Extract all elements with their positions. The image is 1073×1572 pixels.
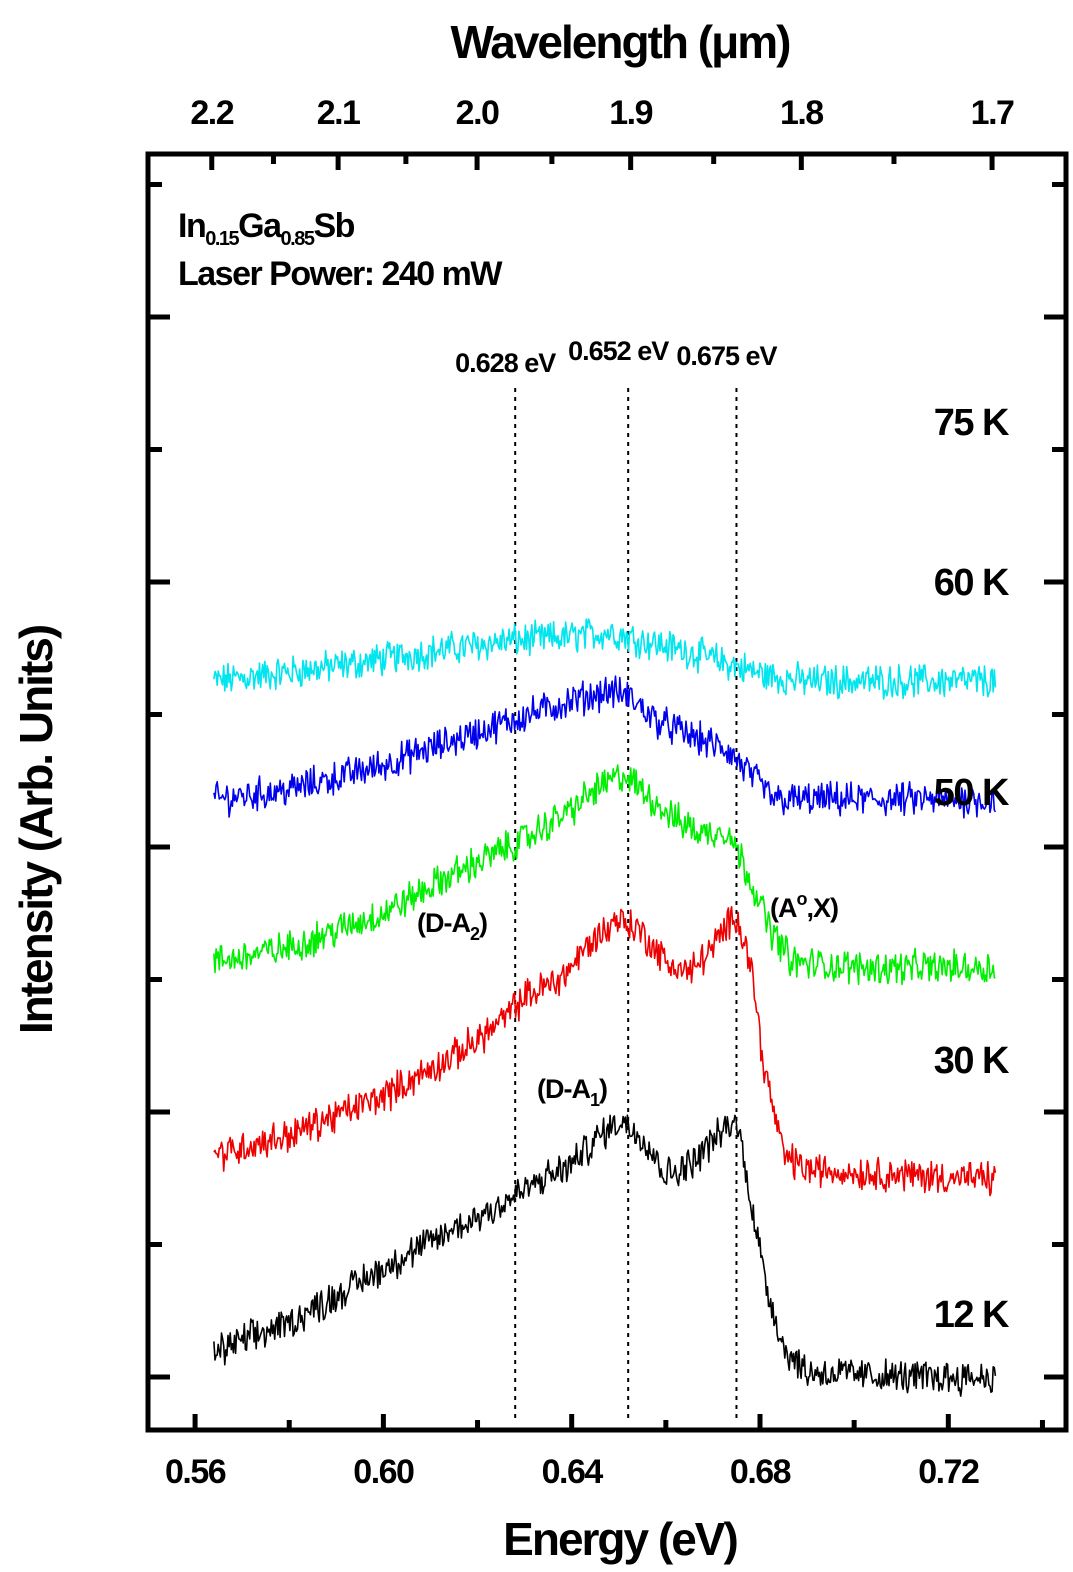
top-tick-label: 2.0	[456, 94, 499, 132]
peak-label-da2: (D-A2)	[417, 908, 487, 944]
x-tick-label: 0.72	[918, 1453, 979, 1491]
series-layer	[213, 618, 997, 1397]
series-label: 50 K	[934, 772, 1010, 814]
sample-composition: In0.15Ga0.85Sb	[178, 207, 355, 250]
top-tick-label: 1.9	[609, 94, 652, 132]
reference-labels: 0.628 eV 0.652 eV 0.675 eV	[455, 336, 778, 378]
top-axis-title: Wavelength (μm)	[451, 16, 791, 68]
reference-line-label: 0.652 eV	[568, 336, 669, 366]
peak-label-ax: (Ao,X)	[770, 889, 838, 923]
series-line-75k	[213, 618, 997, 700]
x-tick-label: 0.60	[353, 1453, 414, 1491]
series-label: 12 K	[934, 1294, 1010, 1336]
reference-line-label: 0.628 eV	[455, 348, 556, 378]
x-tick-label: 0.68	[730, 1453, 791, 1491]
laser-power-label: Laser Power: 240 mW	[178, 255, 503, 293]
peak-label-da1: (D-A1)	[537, 1074, 607, 1110]
x-axis-title: Energy (eV)	[503, 1513, 737, 1565]
y-axis-title: Intensity (Arb. Units)	[10, 625, 62, 1034]
series-labels: 75 K 60 K 50 K 30 K 12 K	[934, 402, 1012, 1336]
plot-frame	[145, 151, 1069, 1433]
x-tick-label: 0.64	[542, 1453, 604, 1491]
reference-lines	[514, 388, 738, 1418]
top-tick-label: 2.2	[190, 94, 233, 132]
series-label: 60 K	[934, 562, 1010, 604]
series-label: 75 K	[934, 402, 1010, 444]
top-tick-label: 1.8	[780, 94, 823, 132]
series-label: 30 K	[934, 1040, 1010, 1082]
tick-labels: 0.56 0.60 0.64 0.68 0.72 2.2 2.1 2.0 1.9 1.8 1.7	[165, 94, 1016, 1491]
top-tick-label: 1.7	[971, 94, 1014, 132]
series-line-50k	[213, 764, 996, 986]
series-line-60k	[213, 675, 997, 819]
x-tick-label: 0.56	[165, 1453, 226, 1491]
series-line-12k	[213, 1114, 997, 1397]
series-line-30k	[213, 906, 997, 1197]
top-tick-label: 2.1	[317, 94, 360, 132]
reference-line-label: 0.675 eV	[676, 341, 777, 371]
